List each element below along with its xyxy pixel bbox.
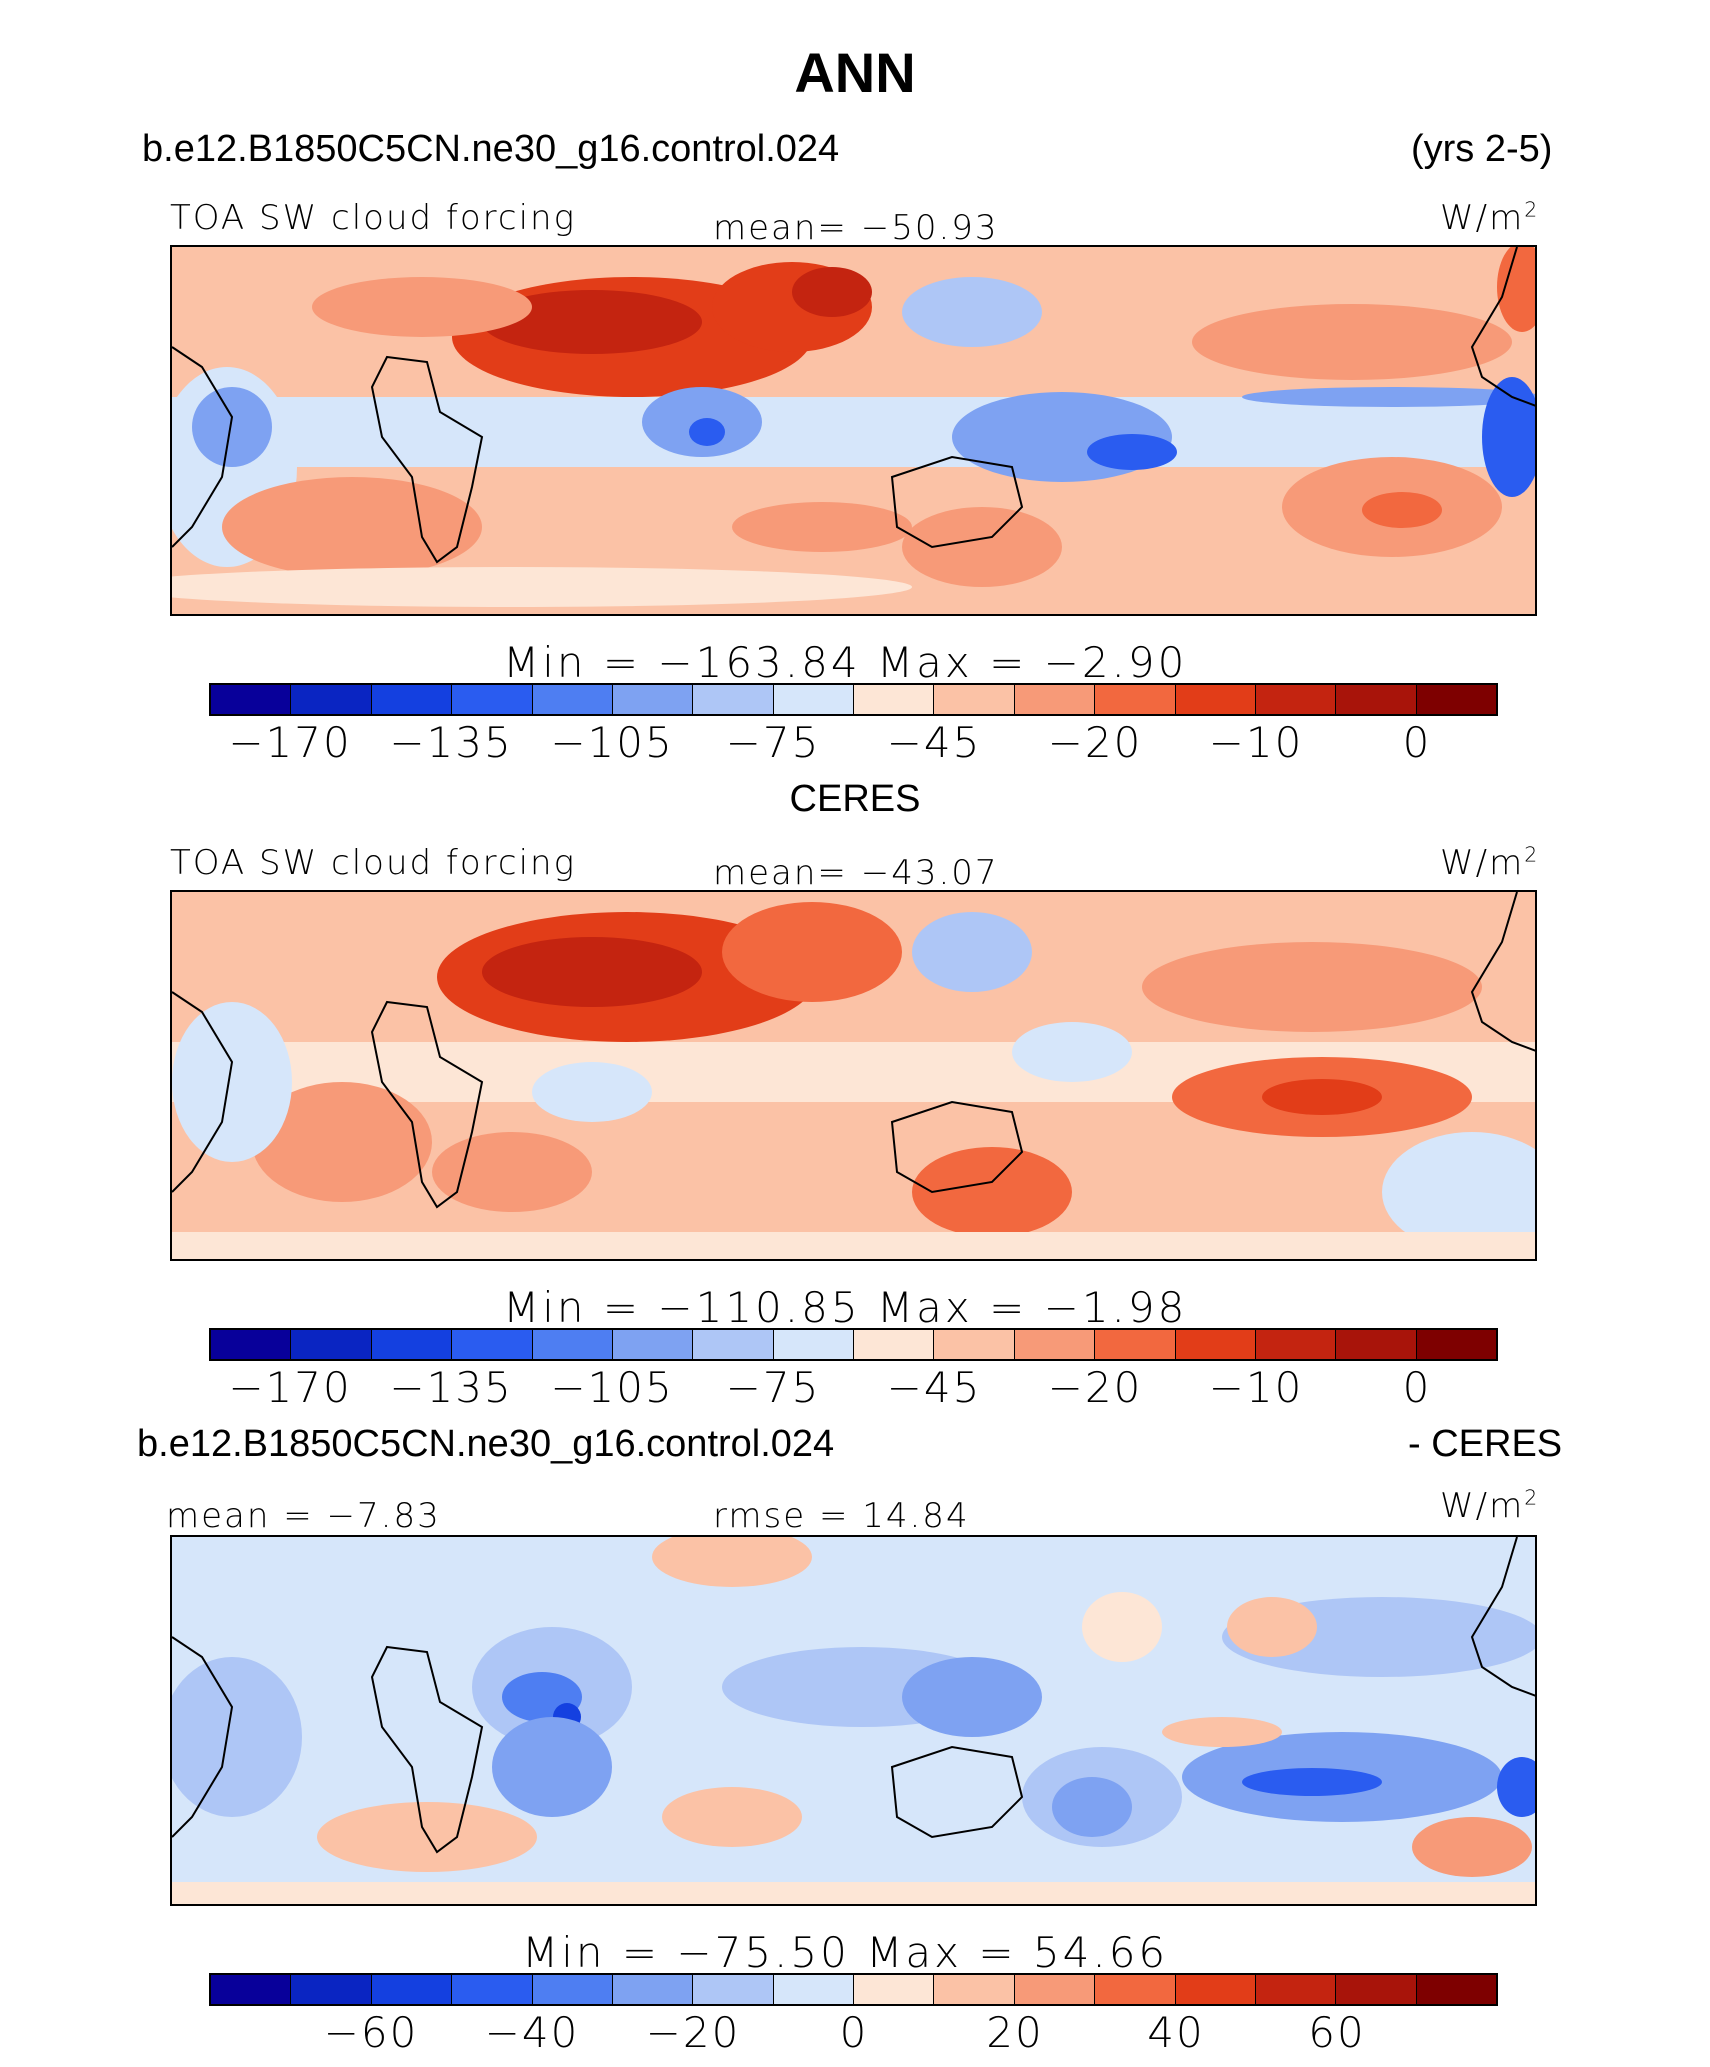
panel1-mean: mean= −50.93 [713,208,999,248]
panel3-tick-label: 60 [1308,2008,1366,2057]
panel2-map-field [172,892,1535,1259]
colorbar-cell [1175,1975,1256,2004]
panel1-tick-label: −75 [725,718,821,767]
colorbar-cell [1095,1975,1176,2004]
colorbar-cell [612,1975,694,2004]
colorbar-cell [773,1975,854,2004]
colorbar-cell [1014,1975,1096,2004]
panel2-mean: mean= −43.07 [713,853,999,893]
panel2-map [170,890,1537,1261]
colorbar-cell [773,685,854,714]
colorbar-cell [854,1330,935,1359]
panel1-colorbar [209,683,1498,716]
panel1-map [170,245,1537,616]
panel2-units: W/m2 [1440,842,1540,883]
colorbar-cell [532,1330,613,1359]
panel3-tick-label: 40 [1147,2008,1205,2057]
colorbar-cell [934,1330,1015,1359]
colorbar-cell [1255,1330,1337,1359]
colorbar-cell [1336,1975,1417,2004]
panel1-tick-label: −135 [389,718,513,767]
colorbar-cell [371,1975,453,2004]
colorbar-cell [934,1975,1015,2004]
panel3-tick-label: −60 [323,2008,419,2057]
colorbar-cell [612,685,694,714]
colorbar-cell [854,685,935,714]
panel3-tick-label: −20 [645,2008,741,2057]
panel3-map-field [172,1537,1535,1904]
colorbar-cell [452,685,533,714]
colorbar-cell [773,1330,854,1359]
panel1-tick-label: −170 [228,718,352,767]
colorbar-cell [291,1975,372,2004]
diff-title-left: b.e12.B1850C5CN.ne30_g16.control.024 [137,1423,835,1465]
panel2-variable: TOA SW cloud forcing [170,843,576,883]
diff-title-right: - CERES [1408,1423,1563,1465]
panel1-tick-label: −45 [886,718,982,767]
years-label: (yrs 2-5) [1411,128,1553,170]
colorbar-cell [1255,1975,1337,2004]
panel3-minmax: Min = −75.50 Max = 54.66 [522,1928,1169,1977]
colorbar-cell [211,685,292,714]
colorbar-cell [291,685,372,714]
colorbar-cell [1416,685,1496,714]
colorbar-cell [532,1975,613,2004]
panel3-tick-label: 0 [839,2008,869,2057]
panel3-mean: mean = −7.83 [166,1496,441,1536]
panel3-tick-label: −40 [484,2008,580,2057]
panel1-tick-label: −20 [1047,718,1143,767]
colorbar-cell [1416,1975,1496,2004]
panel3-map [170,1535,1537,1906]
panel3-units: W/m2 [1440,1485,1540,1526]
colorbar-cell [1014,685,1096,714]
colorbar-cell [452,1975,533,2004]
colorbar-cell [854,1975,935,2004]
colorbar-cell [1336,1330,1417,1359]
colorbar-cell [1014,1330,1096,1359]
colorbar-cell [693,1330,774,1359]
plot-title: ANN [794,41,916,104]
panel3-tick-label: 20 [986,2008,1044,2057]
colorbar-cell [211,1975,292,2004]
colorbar-cell [371,1330,453,1359]
colorbar-cell [934,685,1015,714]
colorbar-cell [693,1975,774,2004]
colorbar-cell [532,685,613,714]
colorbar-cell [1175,1330,1256,1359]
panel2-tick-label: −45 [886,1363,982,1412]
panel2-tick-label: −105 [550,1363,674,1412]
panel2-tick-label: −10 [1208,1363,1304,1412]
colorbar-cell [1175,685,1256,714]
panel1-minmax: Min = −163.84 Max = −2.90 [503,638,1188,687]
panel2-tick-label: −75 [725,1363,821,1412]
panel2-tick-label: −170 [228,1363,352,1412]
panel2-minmax: Min = −110.85 Max = −1.98 [503,1283,1188,1332]
panel3-rmse: rmse = 14.84 [713,1496,970,1536]
colorbar-cell [211,1330,292,1359]
panel1-tick-label: −105 [550,718,674,767]
colorbar-cell [693,685,774,714]
obs-title: CERES [789,778,921,820]
case-name: b.e12.B1850C5CN.ne30_g16.control.024 [142,128,840,170]
panel1-units: W/m2 [1440,197,1540,238]
panel1-map-field [172,247,1535,614]
colorbar-cell [1336,685,1417,714]
colorbar-cell [1416,1330,1496,1359]
colorbar-cell [371,685,453,714]
colorbar-cell [612,1330,694,1359]
colorbar-cell [452,1330,533,1359]
panel1-variable: TOA SW cloud forcing [170,198,576,238]
panel3-colorbar [209,1973,1498,2006]
colorbar-cell [1255,685,1337,714]
colorbar-cell [291,1330,372,1359]
panel2-tick-label: −135 [389,1363,513,1412]
panel2-tick-label: 0 [1402,1363,1432,1412]
colorbar-cell [1095,685,1176,714]
panel2-colorbar [209,1328,1498,1361]
panel1-tick-label: 0 [1402,718,1432,767]
colorbar-cell [1095,1330,1176,1359]
panel2-tick-label: −20 [1047,1363,1143,1412]
panel1-tick-label: −10 [1208,718,1304,767]
